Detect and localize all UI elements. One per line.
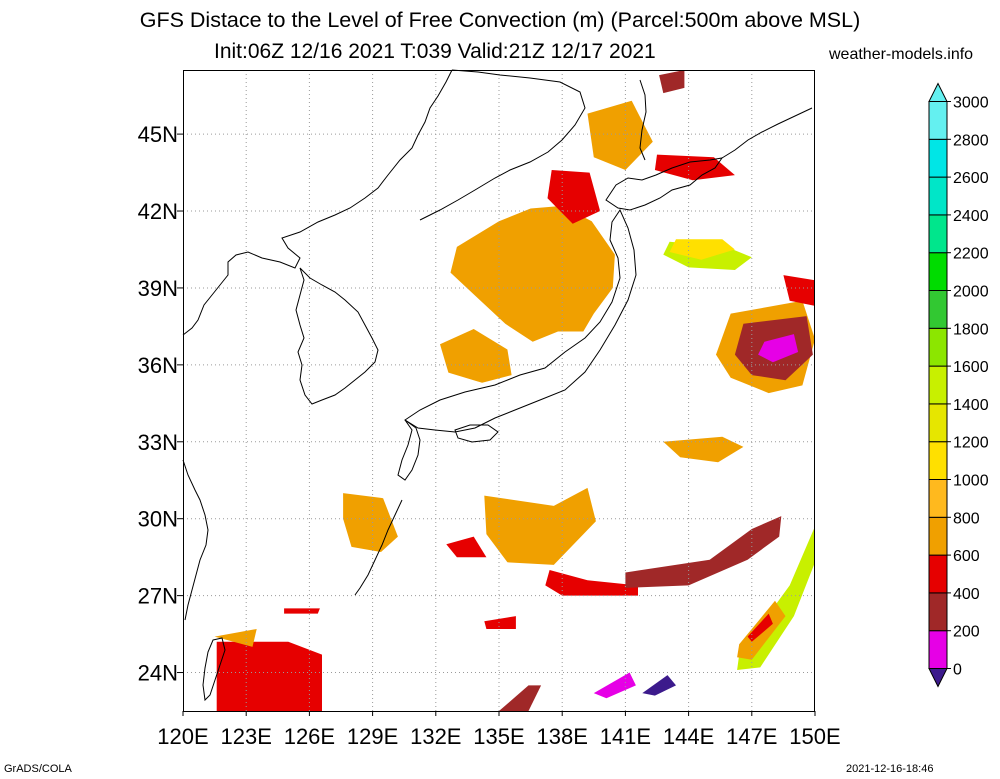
colorbar-label: 0: [953, 662, 962, 679]
lat-tick-label: 36N: [138, 353, 178, 378]
field-east-china-sea: [343, 493, 398, 552]
coastline-asia: [182, 69, 453, 336]
field-korea-isl-red: [284, 608, 320, 614]
lon-tick-label: 129E: [347, 724, 398, 749]
colorbar-swatch: [928, 252, 948, 291]
lon-tick-label: 123E: [221, 724, 272, 749]
field-kamchatka-brown: [659, 70, 685, 94]
colorbar-swatch: [928, 365, 948, 405]
colorbar-swatch: [928, 327, 948, 367]
colorbar-label: 2200: [953, 246, 989, 263]
coastline-honshu: [404, 208, 637, 433]
colorbar-swatch: [928, 290, 948, 329]
coastline-taiwan: [202, 637, 226, 702]
lon-tick-label: 135E: [473, 724, 524, 749]
field-south-edge-purple: [642, 675, 676, 696]
field-south-of-japan: [484, 487, 596, 565]
colorbar-label: 600: [953, 548, 980, 565]
field-honshu-north: [450, 205, 615, 342]
colorbar-label: 1200: [953, 435, 989, 452]
field-east-china-red: [545, 570, 638, 596]
gridline-layer: [183, 70, 815, 711]
coastline-shikoku: [454, 424, 499, 443]
colorbar-swatch: [928, 214, 948, 254]
field-north-yellow: [669, 239, 735, 260]
field-taiwan-east: [216, 641, 322, 711]
field-east-36n-magenta: [758, 334, 799, 363]
lat-tick-label: 39N: [138, 276, 178, 301]
coastline-kyushu: [397, 419, 421, 481]
lfc-field-layer: [214, 70, 815, 711]
colorbar-swatch: [928, 101, 948, 140]
lat-tick-label: 30N: [138, 507, 178, 532]
field-east-38n-red: [783, 275, 815, 306]
lon-tick-label: 150E: [789, 724, 840, 749]
field-south-edge-brown: [499, 685, 542, 711]
lon-tick-label: 126E: [284, 724, 335, 749]
coastline-hokkaido: [605, 157, 724, 211]
lon-tick-label: 144E: [663, 724, 714, 749]
field-sw-red: [747, 613, 773, 642]
coastline-kurils: [721, 107, 813, 159]
coastline-sakhalin: [639, 79, 647, 161]
chart-title: GFS Distace to the Level of Free Convect…: [139, 8, 861, 32]
field-dateline-brown: [625, 516, 782, 588]
colorbar-swatch: [928, 554, 948, 594]
colorbar-swatch: [928, 630, 948, 670]
colorbar-swatch: [928, 516, 948, 556]
lon-tick-label: 138E: [537, 724, 588, 749]
footer-credit: GrADS/COLA: [4, 763, 72, 775]
coastline-russia: [419, 69, 586, 221]
coastline-korea: [295, 267, 379, 405]
footer-timestamp: 2021-12-16-18:46: [846, 763, 934, 775]
colorbar-label: 2400: [953, 208, 989, 225]
colorbar-swatch: [928, 403, 948, 443]
colorbar-swatch: [928, 138, 948, 178]
colorbar-label: 200: [953, 624, 980, 641]
colorbar-label: 2800: [953, 132, 989, 149]
lat-axis-labels: 24N 27N 30N 33N 36N 39N 42N 45N: [138, 122, 183, 686]
chart-subtitle: Init:06Z 12/16 2021 T:039 Valid:21Z 12/1…: [214, 40, 656, 63]
colorbar-label: 2000: [953, 284, 989, 301]
colorbar-label: 3000: [953, 95, 989, 112]
field-honshu-red: [547, 170, 601, 224]
lon-tick-label: 141E: [600, 724, 651, 749]
lat-tick-label: 27N: [138, 584, 178, 609]
site-credit: weather-models.info: [829, 46, 974, 63]
colorbar-swatch: [928, 176, 948, 216]
colorbar-label: 1400: [953, 397, 989, 414]
colorbar: 0 200 400 600 800 1000 1200 1400 1600 1800 2000 220…: [928, 82, 989, 688]
lon-axis-labels: 120E 123E 126E 129E 132E 135E 138E 141E 144E 147E…: [157, 711, 841, 749]
field-hokkaido-north: [587, 100, 653, 170]
colorbar-label: 800: [953, 510, 980, 527]
field-south-edge-magenta: [593, 672, 636, 699]
lat-tick-label: 45N: [138, 122, 178, 147]
coastline-china-east: [182, 459, 209, 621]
field-okinawa-small: [446, 536, 487, 558]
field-korea-strait: [440, 329, 512, 383]
colorbar-swatch: [928, 441, 948, 481]
colorbar-swatch: [928, 479, 948, 518]
coastline-ryukyu: [354, 499, 403, 596]
colorbar-lower-arrow: [928, 668, 948, 688]
colorbar-label: 2600: [953, 170, 989, 187]
lon-tick-label: 147E: [726, 724, 777, 749]
lat-tick-label: 33N: [138, 430, 178, 455]
colorbar-upper-arrow: [928, 82, 948, 102]
lat-tick-label: 42N: [138, 199, 178, 224]
field-kuril-red: [654, 154, 735, 181]
coastline-layer: [182, 69, 813, 702]
lat-tick-label: 24N: [138, 661, 178, 686]
colorbar-swatch: [928, 592, 948, 632]
colorbar-label: 1000: [953, 473, 989, 490]
lon-tick-label: 132E: [410, 724, 461, 749]
colorbar-label: 1600: [953, 359, 989, 376]
field-east-34n: [663, 436, 744, 463]
colorbar-label: 1800: [953, 321, 989, 338]
lon-tick-label: 120E: [157, 724, 208, 749]
field-pacific-red: [484, 616, 516, 629]
colorbar-label: 400: [953, 586, 980, 603]
